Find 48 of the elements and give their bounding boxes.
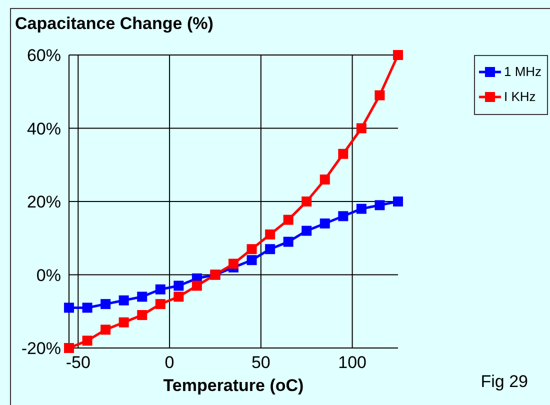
y-tick-label: 60% bbox=[26, 46, 61, 66]
x-axis-title: Temperature (oC) bbox=[163, 376, 304, 395]
point bbox=[246, 255, 257, 266]
y-tick-label: 40% bbox=[26, 119, 61, 138]
point bbox=[100, 299, 111, 310]
chart-title: Capacitance Change (%) bbox=[15, 14, 214, 34]
y-tick-label: -20% bbox=[21, 339, 61, 358]
point bbox=[82, 336, 92, 346]
point bbox=[192, 280, 202, 291]
point bbox=[118, 295, 129, 306]
point bbox=[393, 196, 403, 206]
point bbox=[246, 244, 257, 254]
point bbox=[374, 90, 385, 100]
point bbox=[356, 123, 366, 134]
point bbox=[137, 310, 148, 320]
point bbox=[174, 292, 184, 302]
point bbox=[302, 196, 312, 206]
point bbox=[174, 280, 184, 291]
point bbox=[338, 211, 348, 222]
x-tick-label: 100 bbox=[338, 353, 366, 372]
point bbox=[118, 317, 129, 328]
point bbox=[64, 343, 74, 353]
point bbox=[64, 302, 74, 313]
point bbox=[100, 324, 111, 335]
point bbox=[155, 299, 166, 310]
point bbox=[155, 284, 166, 294]
y-tick-label: 0% bbox=[36, 266, 61, 285]
point bbox=[283, 214, 294, 225]
point bbox=[393, 50, 403, 60]
point bbox=[283, 236, 294, 247]
legend-label: I KHz bbox=[504, 89, 536, 104]
caption: Fig 29 bbox=[480, 372, 528, 392]
x-tick-label: 50 bbox=[251, 353, 270, 372]
point bbox=[356, 204, 366, 214]
point bbox=[82, 302, 92, 313]
point bbox=[265, 229, 276, 240]
point bbox=[320, 174, 330, 185]
x-tick-label: -50 bbox=[66, 353, 90, 372]
x-tick-label: 0 bbox=[164, 353, 174, 372]
point bbox=[265, 244, 276, 254]
point bbox=[137, 292, 148, 302]
point bbox=[320, 218, 330, 228]
point bbox=[228, 258, 238, 269]
point bbox=[338, 148, 348, 159]
point bbox=[302, 226, 312, 236]
legend-label: 1 MHz bbox=[504, 64, 542, 79]
y-tick-label: 20% bbox=[26, 192, 61, 212]
point bbox=[374, 200, 385, 210]
